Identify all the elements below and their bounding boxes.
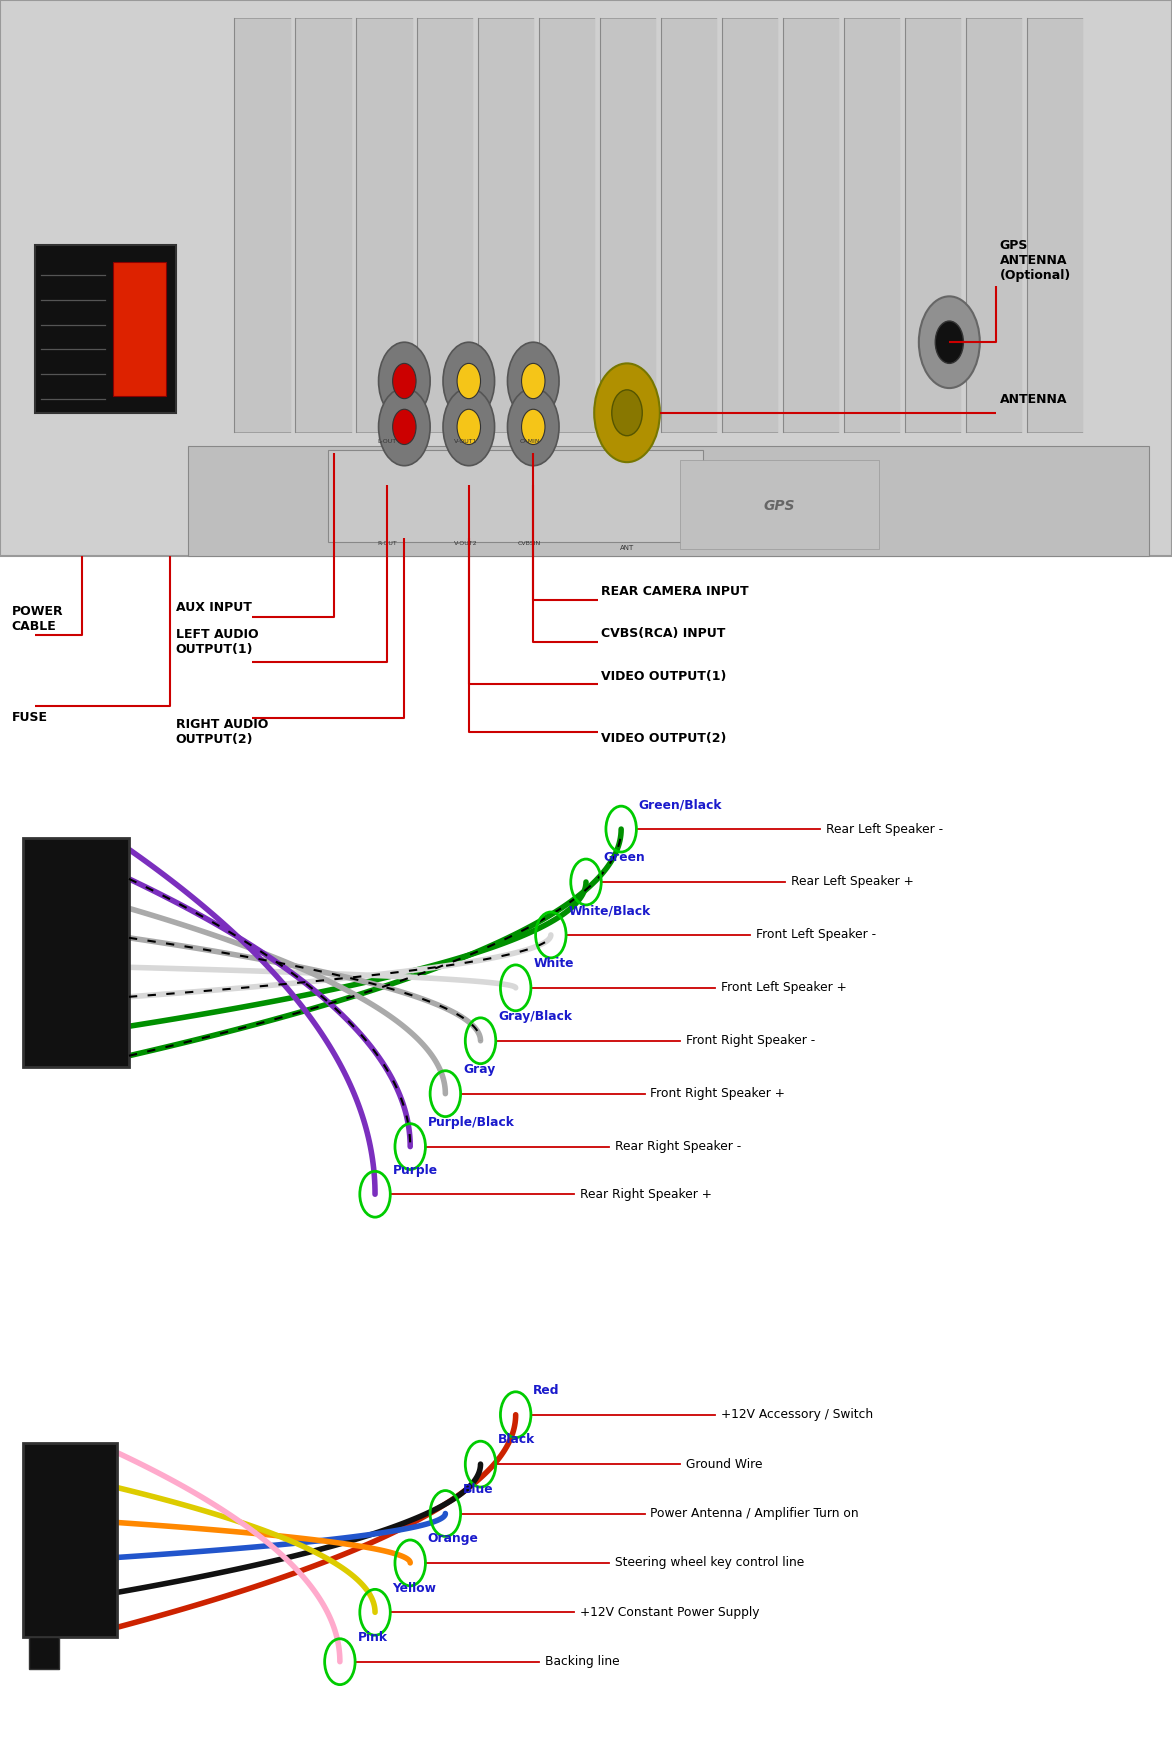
Text: Front Left Speaker +: Front Left Speaker + xyxy=(721,981,846,995)
Text: White/Black: White/Black xyxy=(568,905,650,917)
Text: Red: Red xyxy=(533,1385,560,1397)
Text: CAMIN: CAMIN xyxy=(519,439,540,445)
Text: Green/Black: Green/Black xyxy=(639,799,722,811)
Circle shape xyxy=(379,388,430,466)
Circle shape xyxy=(935,321,963,363)
Bar xyxy=(600,18,656,432)
Circle shape xyxy=(594,363,660,462)
Bar xyxy=(0,0,1172,556)
Text: ANT: ANT xyxy=(620,545,634,552)
Text: V-OUT2: V-OUT2 xyxy=(454,542,477,547)
Circle shape xyxy=(443,342,495,420)
Text: ANTENNA: ANTENNA xyxy=(1000,393,1068,406)
Bar xyxy=(188,446,1149,556)
Circle shape xyxy=(379,342,430,420)
Text: POWER
CABLE: POWER CABLE xyxy=(12,605,63,633)
Circle shape xyxy=(457,409,481,445)
Text: RIGHT AUDIO
OUTPUT(2): RIGHT AUDIO OUTPUT(2) xyxy=(176,718,268,746)
Bar xyxy=(680,460,879,549)
Bar xyxy=(722,18,778,432)
Circle shape xyxy=(443,388,495,466)
Text: GPS
ANTENNA
(Optional): GPS ANTENNA (Optional) xyxy=(1000,240,1071,282)
Bar xyxy=(328,450,703,542)
Text: White: White xyxy=(533,958,574,970)
Text: +12V Accessory / Switch: +12V Accessory / Switch xyxy=(721,1408,873,1422)
Bar xyxy=(356,18,413,432)
Text: VIDEO OUTPUT(2): VIDEO OUTPUT(2) xyxy=(601,732,727,744)
Text: R-OUT: R-OUT xyxy=(377,542,396,547)
Text: AUX INPUT: AUX INPUT xyxy=(176,602,252,614)
Bar xyxy=(966,18,1022,432)
Bar xyxy=(0,1367,1172,1764)
Text: Purple: Purple xyxy=(393,1164,438,1177)
Circle shape xyxy=(507,388,559,466)
Text: Power Antenna / Amplifier Turn on: Power Antenna / Amplifier Turn on xyxy=(650,1506,859,1521)
Circle shape xyxy=(393,409,416,445)
Text: Purple/Black: Purple/Black xyxy=(428,1117,515,1129)
Bar xyxy=(0,803,1172,1367)
Text: CVBSIN: CVBSIN xyxy=(518,542,541,547)
Circle shape xyxy=(522,409,545,445)
Bar xyxy=(844,18,900,432)
Bar xyxy=(35,245,176,413)
Text: Front Left Speaker -: Front Left Speaker - xyxy=(756,928,875,942)
Bar xyxy=(478,18,534,432)
Text: FUSE: FUSE xyxy=(12,711,48,723)
Bar xyxy=(295,18,352,432)
Bar xyxy=(539,18,595,432)
Text: VIDEO OUTPUT(1): VIDEO OUTPUT(1) xyxy=(601,670,727,683)
Text: Rear Right Speaker -: Rear Right Speaker - xyxy=(615,1140,742,1154)
Text: Blue: Blue xyxy=(463,1484,493,1496)
Bar xyxy=(783,18,839,432)
Text: Ground Wire: Ground Wire xyxy=(686,1457,762,1471)
Text: Yellow: Yellow xyxy=(393,1582,437,1595)
Text: Orange: Orange xyxy=(428,1533,478,1545)
Text: REAR CAMERA INPUT: REAR CAMERA INPUT xyxy=(601,586,749,598)
Circle shape xyxy=(919,296,980,388)
Bar xyxy=(1027,18,1083,432)
Circle shape xyxy=(507,342,559,420)
Text: Front Right Speaker +: Front Right Speaker + xyxy=(650,1087,785,1101)
Text: LEFT AUDIO
OUTPUT(1): LEFT AUDIO OUTPUT(1) xyxy=(176,628,258,656)
Bar xyxy=(0,556,1172,803)
Circle shape xyxy=(522,363,545,399)
Text: Green: Green xyxy=(604,852,646,864)
Text: Rear Left Speaker +: Rear Left Speaker + xyxy=(791,875,914,889)
Text: +12V Constant Power Supply: +12V Constant Power Supply xyxy=(580,1605,759,1619)
Bar xyxy=(417,18,473,432)
Text: Steering wheel key control line: Steering wheel key control line xyxy=(615,1556,804,1570)
Text: Pink: Pink xyxy=(357,1632,388,1644)
Text: L-OUT: L-OUT xyxy=(377,439,396,445)
Circle shape xyxy=(612,390,642,436)
Text: Gray/Black: Gray/Black xyxy=(498,1011,572,1023)
Circle shape xyxy=(393,363,416,399)
Bar xyxy=(23,838,129,1067)
Text: Rear Right Speaker +: Rear Right Speaker + xyxy=(580,1187,713,1201)
Text: Rear Left Speaker -: Rear Left Speaker - xyxy=(826,822,943,836)
Bar xyxy=(905,18,961,432)
Text: Backing line: Backing line xyxy=(545,1655,620,1669)
Text: Front Right Speaker -: Front Right Speaker - xyxy=(686,1034,815,1048)
Text: Black: Black xyxy=(498,1434,536,1446)
Text: V-OUT1: V-OUT1 xyxy=(454,439,477,445)
Text: Gray: Gray xyxy=(463,1064,496,1076)
Bar xyxy=(29,1637,59,1669)
Bar xyxy=(661,18,717,432)
Text: CVBS(RCA) INPUT: CVBS(RCA) INPUT xyxy=(601,628,725,640)
Bar xyxy=(234,18,291,432)
Bar xyxy=(113,263,166,397)
Text: GPS: GPS xyxy=(764,499,795,513)
Circle shape xyxy=(457,363,481,399)
Bar xyxy=(23,1443,117,1637)
